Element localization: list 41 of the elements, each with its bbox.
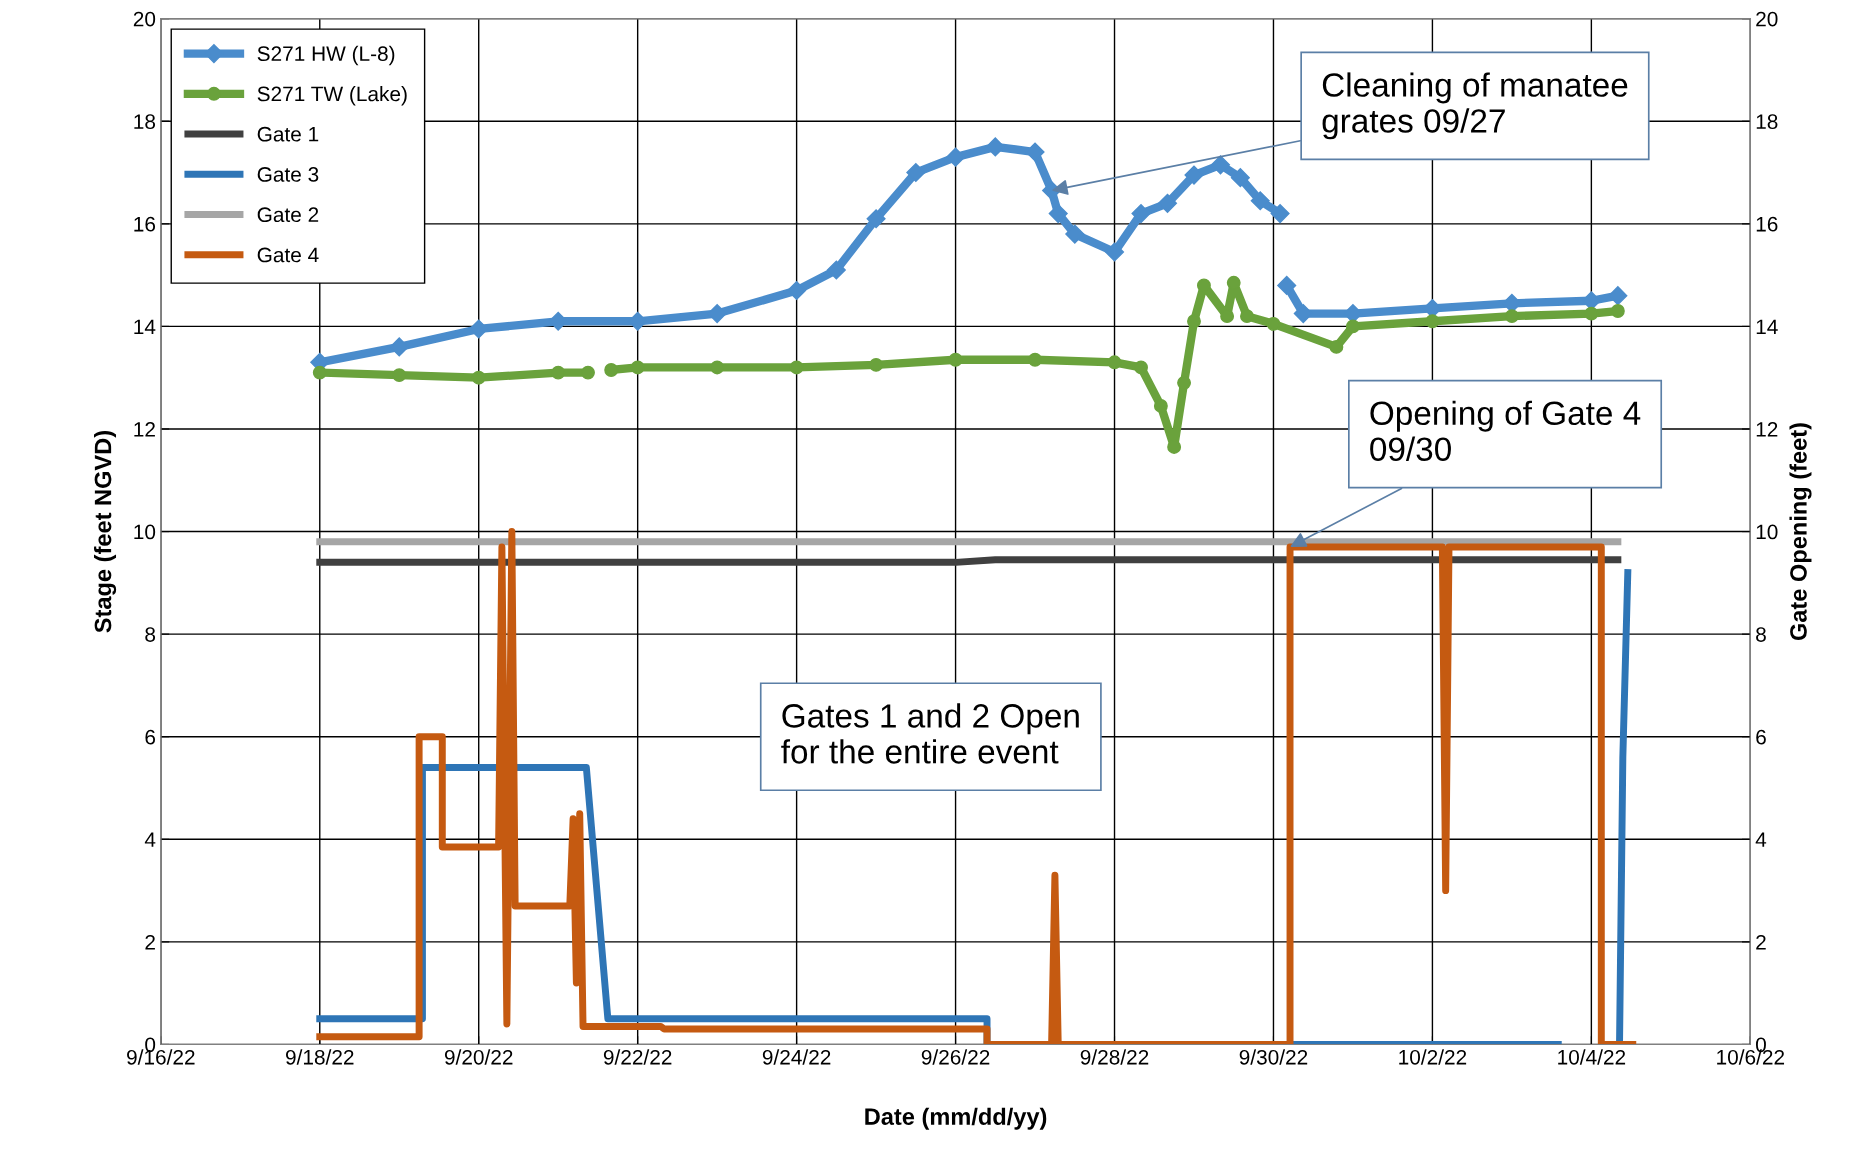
y2-tick-label: 2 xyxy=(1756,934,1766,950)
annotation: Opening of Gate 4 09/30 xyxy=(1370,400,1641,462)
y-tick-label: 20 xyxy=(133,11,156,27)
y-tick-label: 8 xyxy=(145,627,156,642)
y-tick-label: 10 xyxy=(134,524,156,540)
x-axis-title: Date (mm/dd/yy) xyxy=(865,1107,1047,1130)
legend-label: S271 HW (L-8) xyxy=(257,45,395,66)
y2-tick-label: 16 xyxy=(1756,216,1778,232)
y-tick-label: 4 xyxy=(144,832,156,847)
x-tick-label: 9/30/22 xyxy=(1239,1049,1308,1065)
x-tick-label: 9/22/22 xyxy=(603,1049,672,1065)
y2-tick-label: 8 xyxy=(1756,627,1766,642)
y-tick-label: 2 xyxy=(145,934,155,950)
x-tick-label: 9/28/22 xyxy=(1080,1049,1149,1065)
y2-tick-label: 20 xyxy=(1756,11,1778,27)
x-tick-label: 10/2/22 xyxy=(1399,1049,1467,1065)
y-tick-label: 16 xyxy=(134,216,156,232)
y-tick-label: 18 xyxy=(134,114,156,130)
x-tick-label: 9/24/22 xyxy=(762,1049,831,1065)
legend-label: Gate 2 xyxy=(257,207,319,223)
y2-tick-label: 14 xyxy=(1756,319,1778,334)
legend-label: Gate 3 xyxy=(257,167,319,182)
x-tick-label: 9/18/22 xyxy=(286,1049,354,1065)
y-axis-title: Stage (feet NGVD) xyxy=(94,431,117,633)
legend-label: S271 TW (Lake) xyxy=(257,86,407,106)
y2-axis-title: Gate Opening (feet) xyxy=(1789,423,1812,641)
y-tick-label: 14 xyxy=(134,319,156,334)
legend-label: Gate 1 xyxy=(257,126,319,142)
y-tick-label: 12 xyxy=(134,421,155,437)
y2-tick-label: 12 xyxy=(1756,421,1778,437)
y2-tick-label: 18 xyxy=(1756,114,1778,130)
annotation: Gates 1 and 2 Open for the entire event xyxy=(781,703,1079,764)
x-tick-label: 10/4/22 xyxy=(1558,1049,1626,1065)
annotation: Cleaning of manatee grates 09/27 xyxy=(1322,72,1628,140)
x-tick-label: 9/20/22 xyxy=(444,1049,513,1065)
y2-tick-label: 4 xyxy=(1755,832,1767,847)
y2-tick-label: 6 xyxy=(1756,729,1766,745)
y2-tick-label: 10 xyxy=(1756,524,1778,540)
y-tick-label: 6 xyxy=(145,729,156,745)
legend-label: Gate 4 xyxy=(257,247,319,263)
x-tick-label: 9/26/22 xyxy=(921,1049,990,1065)
